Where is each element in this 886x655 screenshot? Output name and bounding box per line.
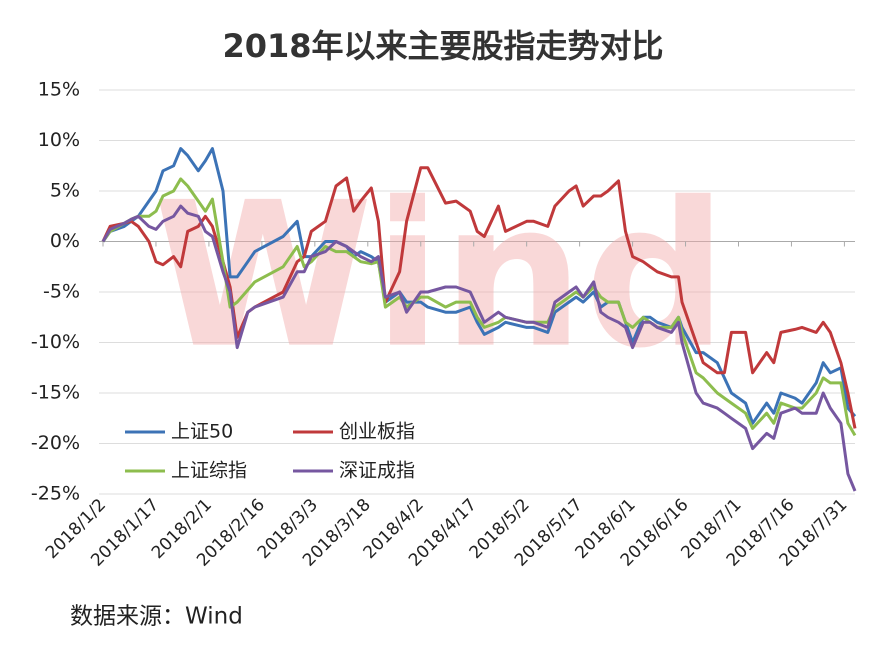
series-line [101, 166, 857, 429]
y-tick-label: -20% [31, 432, 80, 454]
series-line [101, 147, 857, 425]
y-tick-label: 5% [50, 180, 80, 202]
chart-title: 2018年以来主要股指走势对比 [222, 27, 663, 65]
y-tick-label: -5% [43, 281, 80, 303]
watermark: Wind [153, 160, 728, 393]
y-tick-label: -10% [31, 331, 80, 353]
y-tick-label: 10% [38, 129, 80, 151]
y-tick-label: -15% [31, 382, 80, 404]
y-tick-label: 15% [38, 79, 80, 101]
y-tick-label: 0% [50, 230, 80, 252]
series-line [101, 177, 857, 437]
legend-label: 上证50 [171, 421, 233, 443]
y-tick-label: -25% [31, 483, 80, 505]
series-line [101, 204, 857, 492]
legend-label: 深证成指 [339, 460, 415, 482]
legend-label: 上证综指 [171, 460, 247, 482]
source-note: 数据来源：Wind [70, 604, 243, 630]
legend-label: 创业板指 [339, 421, 415, 443]
